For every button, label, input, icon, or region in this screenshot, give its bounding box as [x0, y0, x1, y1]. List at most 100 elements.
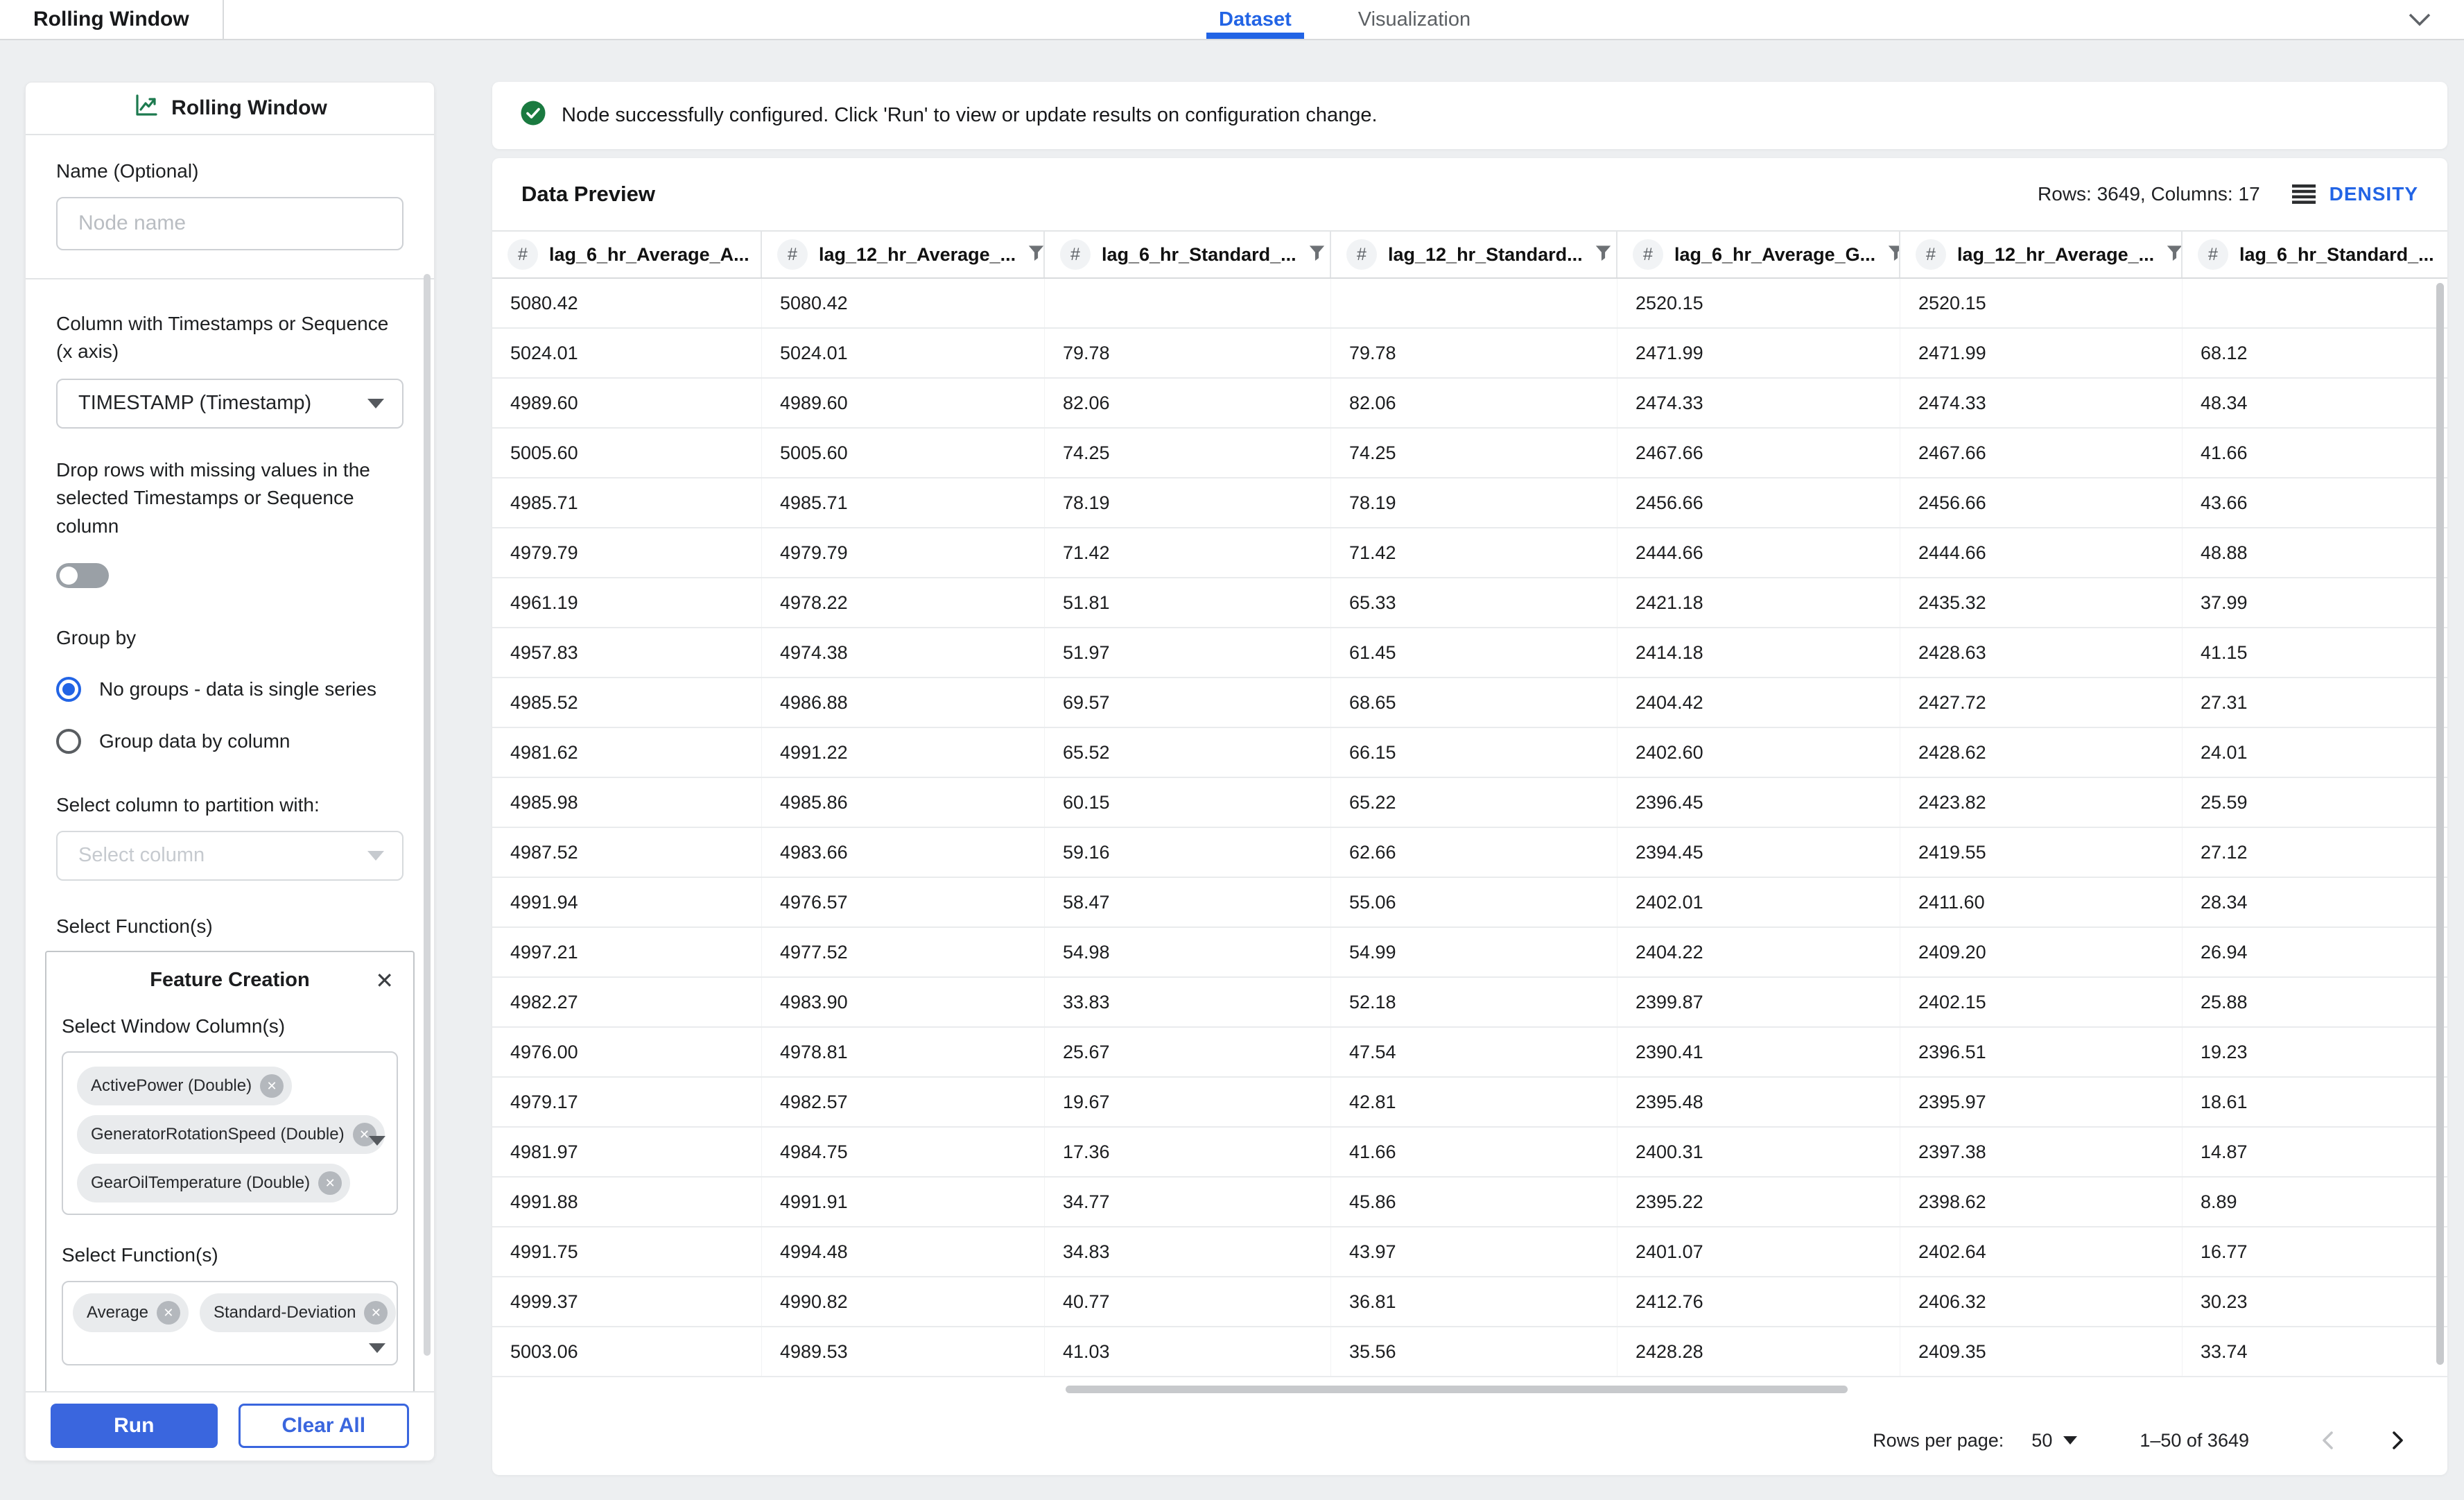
- table-cell: 33.83: [1045, 978, 1331, 1026]
- rows-per-page-select[interactable]: 50: [2031, 1430, 2078, 1451]
- table-cell: 4985.52: [492, 678, 762, 727]
- column-header[interactable]: # lag_6_hr_Standard_...: [2183, 232, 2447, 277]
- filter-icon[interactable]: [1594, 243, 1613, 266]
- vertical-scrollbar[interactable]: [2436, 283, 2444, 1365]
- functions-multiselect[interactable]: Average ✕ Standard-Deviation ✕: [62, 1280, 398, 1365]
- filter-icon[interactable]: [1886, 243, 1899, 266]
- table-cell: 82.06: [1045, 379, 1331, 427]
- table-cell: [2183, 279, 2447, 327]
- table-cell: 2411.60: [1900, 878, 2183, 926]
- table-cell: 4961.19: [492, 578, 762, 627]
- numeric-type-icon: #: [1916, 239, 1946, 270]
- data-preview-card: Data Preview Rows: 3649, Columns: 17 DEN…: [492, 158, 2447, 1475]
- config-panel-body: Name (Optional) Column with Timestamps o…: [26, 135, 434, 1391]
- table-row: 4989.60 4989.60 82.06 82.06 2474.33 2474.33 48…: [492, 379, 2447, 429]
- tab-visualization[interactable]: Visualization: [1358, 0, 1470, 39]
- table-cell: 2390.41: [1617, 1028, 1900, 1076]
- column-header[interactable]: # lag_6_hr_Standard_...: [1045, 232, 1331, 277]
- table-cell: 4989.60: [762, 379, 1045, 427]
- x-axis-select-value: TIMESTAMP (Timestamp): [78, 392, 312, 415]
- table-cell: 43.66: [2183, 479, 2447, 527]
- table-cell: [1331, 279, 1617, 327]
- table-cell: 59.16: [1045, 828, 1331, 877]
- table-cell: 2435.32: [1900, 578, 2183, 627]
- column-header[interactable]: # lag_12_hr_Standard...: [1331, 232, 1617, 277]
- partition-select[interactable]: Select column: [56, 830, 404, 881]
- window-columns-multiselect[interactable]: ActivePower (Double) ✕ GeneratorRotationSp…: [62, 1051, 398, 1216]
- chip-remove-icon[interactable]: ✕: [318, 1171, 342, 1196]
- close-icon[interactable]: ✕: [375, 967, 394, 993]
- table-row: 4997.21 4977.52 54.98 54.99 2404.22 2409.20 26…: [492, 928, 2447, 978]
- table-cell: 33.74: [2183, 1327, 2447, 1376]
- filter-icon[interactable]: [2165, 243, 2181, 266]
- chip[interactable]: ActivePower (Double) ✕: [77, 1067, 293, 1106]
- numeric-type-icon: #: [1633, 239, 1663, 270]
- chip-label: GearOilTemperature (Double): [91, 1173, 311, 1193]
- status-message: Node successfully configured. Click 'Run…: [562, 104, 1378, 126]
- table-row: 4991.75 4994.48 34.83 43.97 2401.07 2402.64 16…: [492, 1227, 2447, 1277]
- table-cell: 60.15: [1045, 778, 1331, 827]
- chip[interactable]: Average ✕: [73, 1293, 189, 1332]
- table-cell: 2402.64: [1900, 1227, 2183, 1276]
- next-page-button[interactable]: [2389, 1429, 2407, 1452]
- tab-dataset[interactable]: Dataset: [1206, 0, 1304, 39]
- chip[interactable]: GearOilTemperature (Double) ✕: [77, 1164, 351, 1203]
- clear-all-button[interactable]: Clear All: [238, 1404, 409, 1448]
- chip-remove-icon[interactable]: ✕: [156, 1300, 180, 1325]
- table-cell: 2456.66: [1617, 479, 1900, 527]
- table-cell: 2399.87: [1617, 978, 1900, 1026]
- column-header[interactable]: # lag_6_hr_Average_G...: [1617, 232, 1900, 277]
- radio-no-groups[interactable]: No groups - data is single series: [56, 675, 404, 704]
- column-name: lag_6_hr_Standard_...: [2239, 243, 2434, 265]
- table-row: 4985.98 4985.86 60.15 65.22 2396.45 2423.82 25…: [492, 778, 2447, 828]
- density-icon[interactable]: [2291, 184, 2316, 204]
- column-header[interactable]: # lag_6_hr_Average_A...: [492, 232, 762, 277]
- table-cell: 5080.42: [492, 279, 762, 327]
- chip[interactable]: Standard-Deviation ✕: [199, 1293, 397, 1332]
- table-row: 4982.27 4983.90 33.83 52.18 2399.87 2402.15 25…: [492, 978, 2447, 1028]
- column-header[interactable]: # lag_12_hr_Average_...: [762, 232, 1045, 277]
- chip-remove-icon[interactable]: ✕: [364, 1300, 388, 1325]
- chip[interactable]: GeneratorRotationSpeed (Double) ✕: [77, 1115, 385, 1155]
- filter-icon[interactable]: [1027, 243, 1043, 266]
- node-name-input[interactable]: [56, 196, 404, 250]
- chip-remove-icon[interactable]: ✕: [260, 1074, 284, 1098]
- collapse-panel-chevron-icon[interactable]: [2403, 11, 2436, 33]
- density-button[interactable]: DENSITY: [2329, 183, 2418, 205]
- previous-page-button[interactable]: [2318, 1429, 2336, 1452]
- horizontal-scrollbar[interactable]: [1066, 1386, 1848, 1393]
- radio-icon-unselected[interactable]: [56, 729, 81, 755]
- run-button[interactable]: Run: [51, 1404, 218, 1448]
- table-cell: 2427.72: [1900, 678, 2183, 727]
- group-by-label: Group by: [56, 626, 137, 648]
- radio-icon-selected[interactable]: [56, 677, 81, 702]
- feature-creation-panel: Feature Creation ✕ Select Window Column(…: [45, 950, 415, 1391]
- chip-remove-icon[interactable]: ✕: [352, 1123, 376, 1147]
- column-header[interactable]: # lag_12_hr_Average_...: [1900, 232, 2183, 277]
- table-cell: 4983.90: [762, 978, 1045, 1026]
- column-name: lag_6_hr_Average_G...: [1674, 243, 1876, 265]
- table-cell: 4999.37: [492, 1277, 762, 1326]
- table-cell: 2397.38: [1900, 1128, 2183, 1176]
- pagination-bar: Rows per page: 50 1–50 of 3649: [492, 1406, 2447, 1475]
- table-cell: 58.47: [1045, 878, 1331, 926]
- node-title-tab[interactable]: Rolling Window: [0, 0, 224, 39]
- name-label: Name (Optional): [56, 160, 199, 182]
- drop-rows-toggle[interactable]: [56, 562, 109, 588]
- table-cell: 4985.98: [492, 778, 762, 827]
- table-cell: 5005.60: [762, 429, 1045, 477]
- table-cell: 19.67: [1045, 1078, 1331, 1126]
- radio-group-by-column[interactable]: Group data by column: [56, 727, 404, 756]
- sidebar-scrollbar[interactable]: [424, 274, 431, 1356]
- table-cell: 2428.62: [1900, 728, 2183, 777]
- table-row: 5080.42 5080.42 2520.15 2520.15: [492, 279, 2447, 329]
- filter-icon[interactable]: [1308, 243, 1326, 266]
- x-axis-select[interactable]: TIMESTAMP (Timestamp): [56, 378, 404, 429]
- data-table: # lag_6_hr_Average_A... # lag_12_hr_Average…: [492, 230, 2447, 1406]
- table-cell: 27.31: [2183, 678, 2447, 727]
- rolling-window-chart-icon: [132, 92, 160, 125]
- table-cell: 2395.22: [1617, 1178, 1900, 1226]
- table-cell: 16.77: [2183, 1227, 2447, 1276]
- table-cell: 4982.57: [762, 1078, 1045, 1126]
- table-body: 5080.42 5080.42 2520.15 2520.15 5024.01 5024.…: [492, 279, 2447, 1377]
